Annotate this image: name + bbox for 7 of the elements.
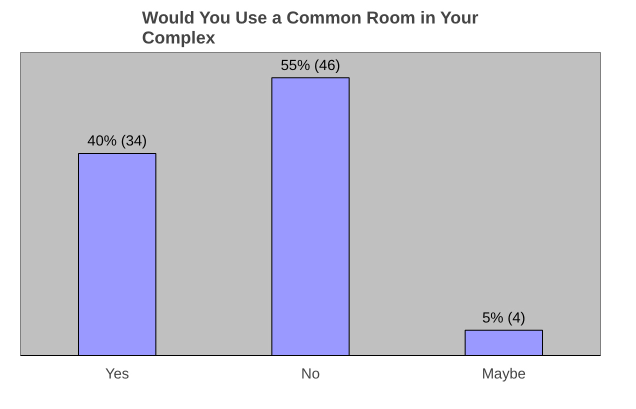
x-tick-label: Yes xyxy=(105,366,130,382)
data-label: 40% (34) xyxy=(87,134,147,150)
chart-title: Would You Use a Common Room in Your Complex xyxy=(142,8,479,48)
x-tick-label: Maybe xyxy=(482,366,526,382)
data-label: 5% (4) xyxy=(482,310,526,326)
data-label: 55% (46) xyxy=(280,58,340,74)
x-tick-label: No xyxy=(301,366,320,382)
